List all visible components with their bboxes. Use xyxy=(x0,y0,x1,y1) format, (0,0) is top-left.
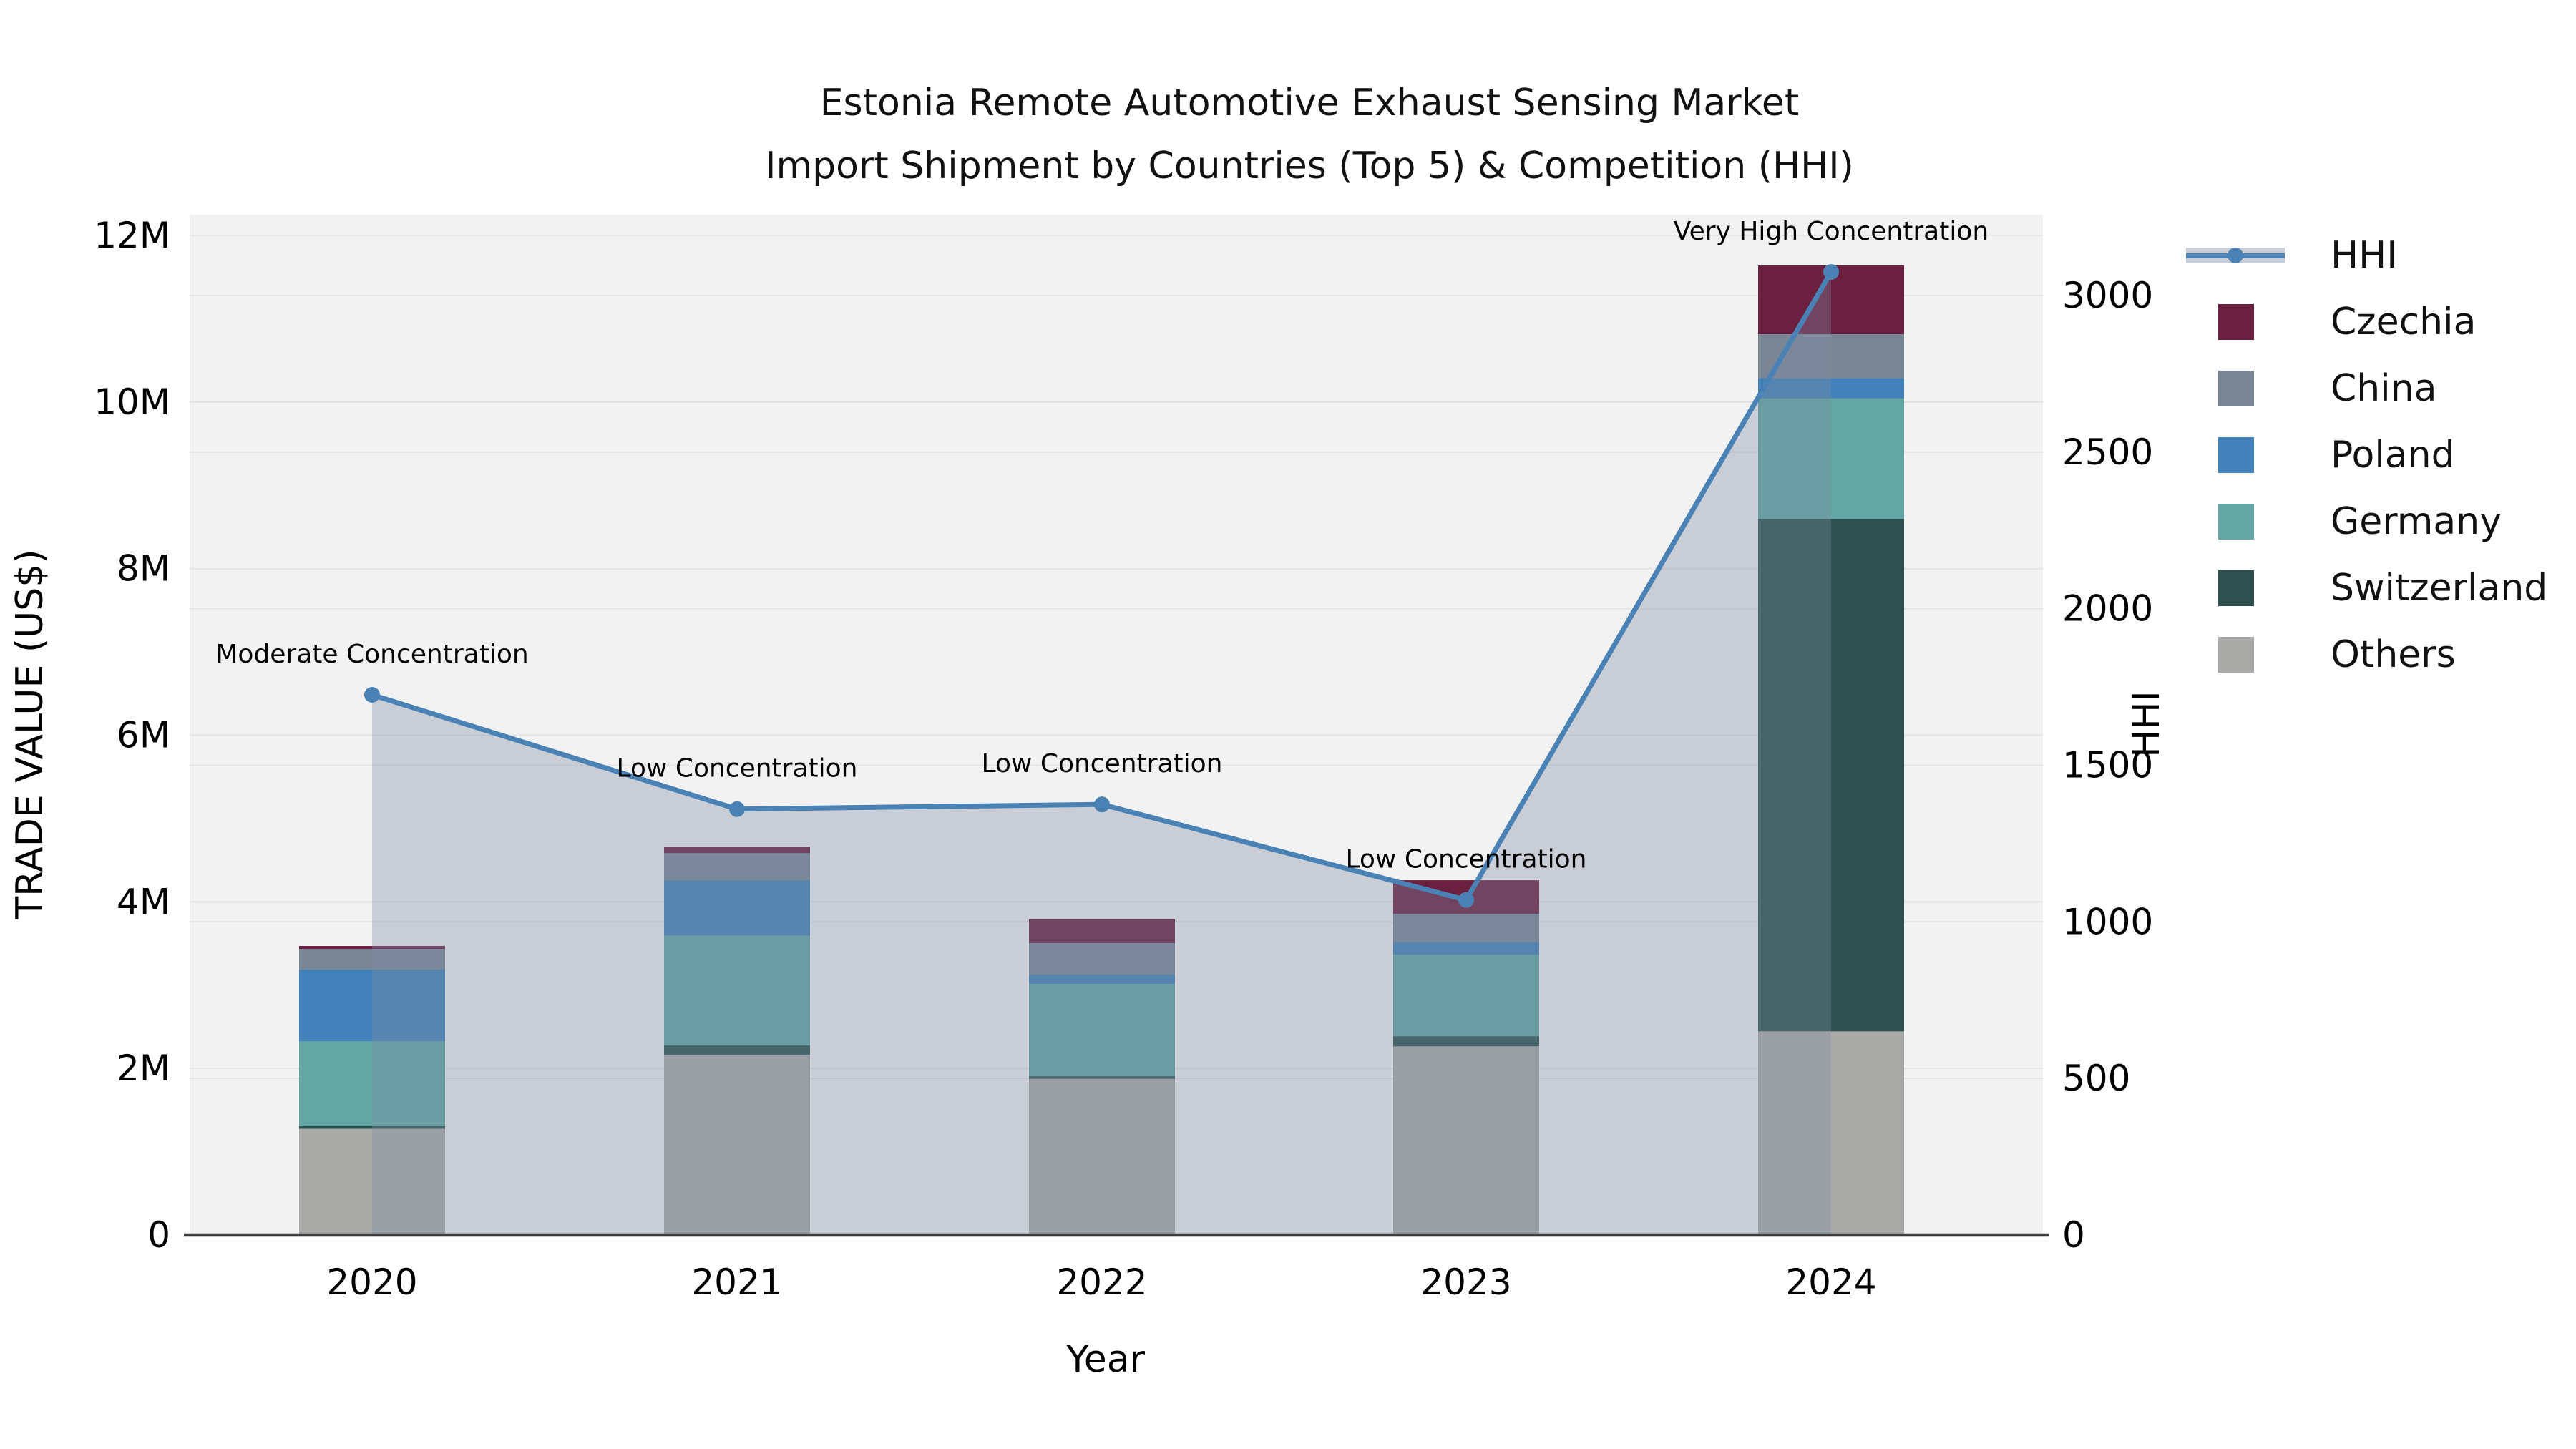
bar-2023-germany xyxy=(1393,954,1539,1037)
bar-2023-poland xyxy=(1393,942,1539,955)
bar-2022-switzerland xyxy=(1029,1075,1175,1079)
legend-item-poland: Poland xyxy=(2186,434,2547,477)
bar-2020-switzerland xyxy=(299,1126,445,1129)
y-left-tick-2M: 2M xyxy=(117,1048,170,1089)
y-right-tick-3000: 3000 xyxy=(2062,275,2153,316)
bar-2020-poland xyxy=(299,969,445,1042)
chart-title-line1: Estonia Remote Automotive Exhaust Sensin… xyxy=(819,82,1800,125)
legend-item-china: China xyxy=(2186,367,2547,410)
legend-item-others: Others xyxy=(2186,633,2547,676)
legend-swatch-icon xyxy=(2186,436,2293,474)
legend-swatch-icon xyxy=(2186,502,2293,541)
x-tick-2022: 2022 xyxy=(1056,1262,1147,1303)
bar-2021-switzerland xyxy=(664,1045,810,1055)
y-right-tick-500: 500 xyxy=(2062,1058,2130,1099)
y-left-tick-6M: 6M xyxy=(117,715,170,756)
bar-2021-others xyxy=(664,1054,810,1236)
bar-2023-others xyxy=(1393,1045,1539,1236)
y-right-tick-2500: 2500 xyxy=(2062,431,2153,473)
bar-2020-germany xyxy=(299,1040,445,1127)
annotation-2020: Moderate Concentration xyxy=(215,640,528,669)
hhi-marker-2020 xyxy=(364,686,380,703)
legend: HHI Czechia China Poland Germany Switzerland O… xyxy=(2186,234,2548,702)
legend-item-hhi: HHI xyxy=(2186,234,2547,277)
y-left-tick-12M: 12M xyxy=(94,215,170,256)
bar-2023-china xyxy=(1393,913,1539,942)
hhi-marker-2023 xyxy=(1458,892,1474,908)
legend-line-sample-icon xyxy=(2186,236,2293,275)
hhi-marker-2022 xyxy=(1094,796,1110,813)
bar-2020-czechia xyxy=(299,946,445,950)
x-tick-2020: 2020 xyxy=(326,1262,417,1303)
bar-2020-others xyxy=(299,1128,445,1236)
bar-2023-switzerland xyxy=(1393,1035,1539,1047)
x-tick-2024: 2024 xyxy=(1785,1262,1876,1303)
y-left-tick-4M: 4M xyxy=(117,881,170,922)
bar-2021-poland xyxy=(664,880,810,936)
bar-2024-poland xyxy=(1758,378,1904,399)
bar-2024-switzerland xyxy=(1758,518,1904,1032)
legend-swatch-icon xyxy=(2186,303,2293,341)
y-axis-label-right: HHI xyxy=(2125,691,2168,758)
x-tick-2023: 2023 xyxy=(1420,1262,1511,1303)
legend-label: HHI xyxy=(2331,234,2398,277)
x-tick-2021: 2021 xyxy=(691,1262,782,1303)
annotation-2022: Low Concentration xyxy=(981,749,1222,779)
y-left-tick-10M: 10M xyxy=(94,381,170,423)
chart-title: Estonia Remote Automotive Exhaust Sensin… xyxy=(765,72,1854,197)
hhi-marker-2024 xyxy=(1823,264,1839,280)
annotation-2021: Low Concentration xyxy=(616,754,857,784)
hhi-area-fill xyxy=(372,272,1831,1235)
legend-item-czechia: Czechia xyxy=(2186,301,2547,343)
y-right-tick-2000: 2000 xyxy=(2062,588,2153,630)
bar-2022-czechia xyxy=(1029,919,1175,943)
legend-swatch-icon xyxy=(2186,569,2293,608)
y-left-tick-0: 0 xyxy=(147,1214,170,1256)
annotation-2024: Very High Concentration xyxy=(1674,217,1989,246)
bar-2022-china xyxy=(1029,942,1175,975)
bar-2024-others xyxy=(1758,1030,1904,1236)
chart-title-line2: Import Shipment by Countries (Top 5) & C… xyxy=(765,145,1854,187)
y-right-tick-0: 0 xyxy=(2062,1214,2085,1256)
y-right-tick-1500: 1500 xyxy=(2062,744,2153,786)
hhi-marker-2021 xyxy=(729,801,745,817)
y-right-tick-1000: 1000 xyxy=(2062,901,2153,942)
legend-item-germany: Germany xyxy=(2186,500,2547,543)
bar-2021-china xyxy=(664,852,810,881)
bar-2020-china xyxy=(299,948,445,970)
legend-swatch-icon xyxy=(2186,635,2293,674)
legend-label: China xyxy=(2331,367,2437,410)
legend-label: Czechia xyxy=(2331,301,2477,343)
legend-item-switzerland: Switzerland xyxy=(2186,567,2548,610)
bar-2021-czechia xyxy=(664,847,810,854)
annotation-2023: Low Concentration xyxy=(1345,845,1586,874)
bar-2022-germany xyxy=(1029,983,1175,1077)
x-axis-label: Year xyxy=(1065,1338,1146,1381)
bar-2022-poland xyxy=(1029,974,1175,984)
y-left-tick-8M: 8M xyxy=(117,548,170,590)
legend-swatch-icon xyxy=(2186,369,2293,408)
legend-label: Germany xyxy=(2331,500,2502,543)
legend-label: Poland xyxy=(2331,434,2455,477)
bar-2024-germany xyxy=(1758,398,1904,519)
legend-label: Others xyxy=(2331,633,2456,676)
y-axis-label-left: TRADE VALUE (US$) xyxy=(9,549,52,919)
legend-label: Switzerland xyxy=(2331,567,2548,610)
bar-2021-germany xyxy=(664,935,810,1046)
bar-2022-others xyxy=(1029,1078,1175,1236)
